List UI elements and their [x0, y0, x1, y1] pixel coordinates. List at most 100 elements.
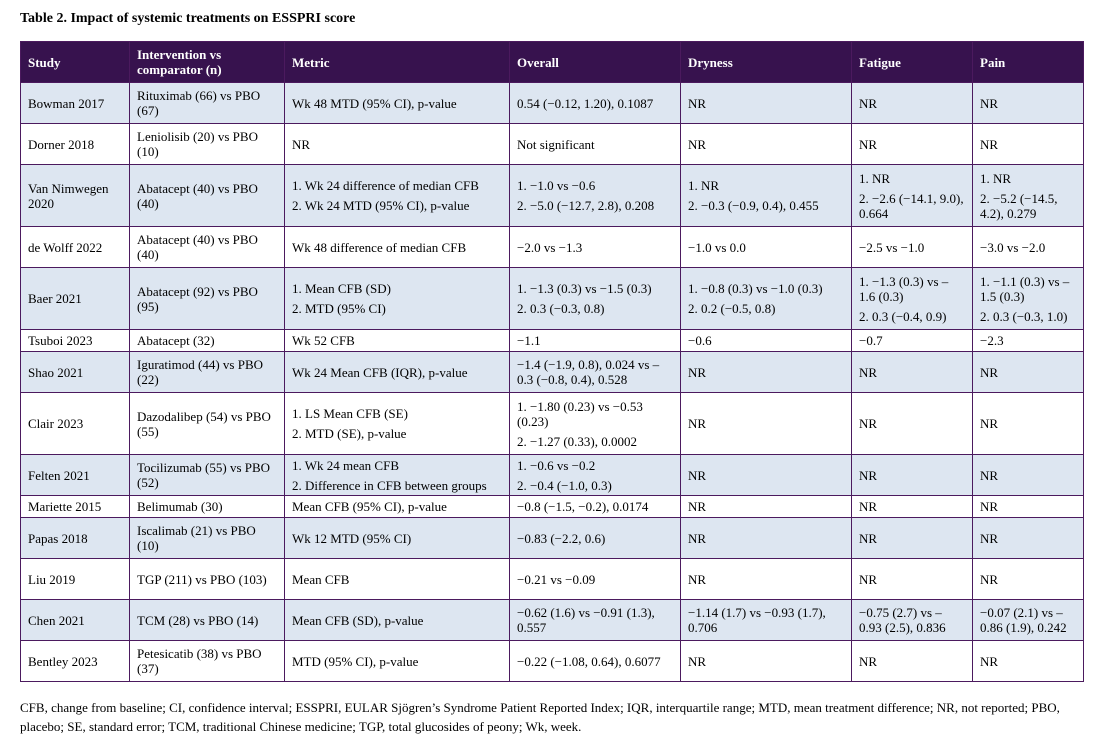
cell-line: NR: [980, 653, 999, 669]
cell-fatigue: NR: [851, 558, 973, 600]
cell-fatigue: NR: [851, 495, 973, 518]
cell-line: −3.0 vs −2.0: [980, 239, 1046, 255]
cell-fatigue: −0.7: [851, 329, 973, 352]
cell-metric: MTD (95% CI), p-value: [284, 640, 510, 682]
cell-line: 1. −1.80 (0.23) vs −0.53 (0.23): [517, 398, 643, 429]
cell-line: NR: [292, 136, 311, 152]
cell-line: 1. −1.3 (0.3) vs −1.5 (0.3): [517, 281, 652, 296]
cell-dryness: 1. NR 2. −0.3 (−0.9, 0.4), 0.455: [680, 164, 852, 227]
cell-line: −0.7: [859, 333, 883, 348]
cell-line: NR: [980, 467, 999, 483]
cell-overall: 1. −1.0 vs −0.6 2. −5.0 (−12.7, 2.8), 0.2…: [509, 164, 681, 227]
cell-fatigue: NR: [851, 454, 973, 496]
cell-line: Not significant: [517, 136, 595, 152]
cell-line: −0.62 (1.6) vs −0.91 (1.3), 0.557: [517, 605, 655, 635]
table-row: Liu 2019 TGP (211) vs PBO (103) Mean CFB −0…: [20, 558, 1084, 600]
cell-line: 1. −0.6 vs −0.2: [517, 457, 596, 473]
cell-line: −1.0 vs 0.0: [688, 239, 746, 255]
cell-intervention: Abatacept (40) vs PBO (40): [129, 164, 285, 227]
cell-dryness: NR: [680, 558, 852, 600]
table-title: Table 2. Impact of systemic treatments o…: [20, 11, 356, 26]
table-row: Van Nimwegen 2020 Abatacept (40) vs PBO (…: [20, 164, 1084, 227]
cell-line: 1. −1.1 (0.3) vs – 1.5 (0.3): [980, 273, 1070, 304]
cell-line: 2. −1.27 (0.33), 0.0002: [517, 433, 637, 449]
cell-fatigue: NR: [851, 392, 973, 455]
cell-dryness: NR: [680, 495, 852, 518]
cell-dryness: NR: [680, 640, 852, 682]
cell-overall: −0.83 (−2.2, 0.6): [509, 517, 681, 559]
header-study: Study: [20, 41, 130, 83]
cell-line: −1.14 (1.7) vs −0.93 (1.7), 0.706: [688, 605, 826, 635]
cell-pain: NR: [972, 558, 1084, 600]
table-row: Clair 2023 Dazodalibep (54) vs PBO (55) 1.…: [20, 392, 1084, 455]
cell-study: Bowman 2017: [20, 82, 130, 124]
cell-line: Rituximab (66) vs PBO (67): [137, 88, 261, 118]
cell-overall: −0.21 vs −0.09: [509, 558, 681, 600]
cell-line: NR: [980, 95, 999, 111]
cell-line: −0.83 (−2.2, 0.6): [517, 530, 606, 546]
cell-line: NR: [980, 136, 999, 152]
cell-study: Felten 2021: [20, 454, 130, 496]
cell-pain: NR: [972, 640, 1084, 682]
cell-fatigue: −2.5 vs −1.0: [851, 226, 973, 268]
cell-line: Dazodalibep (54) vs PBO (55): [137, 408, 271, 439]
cell-line: MTD (95% CI), p-value: [292, 653, 419, 669]
cell-line: NR: [859, 136, 878, 152]
cell-line: NR: [688, 416, 707, 431]
cell-line: 1. −0.8 (0.3) vs −1.0 (0.3): [688, 281, 823, 296]
cell-line: NR: [859, 499, 878, 514]
cell-line: Mean CFB (SD), p-value: [292, 612, 424, 628]
cell-line: 2. 0.3 (−0.3, 0.8): [517, 301, 605, 316]
cell-metric: Wk 12 MTD (95% CI): [284, 517, 510, 559]
cell-dryness: −0.6: [680, 329, 852, 352]
cell-line: −2.5 vs −1.0: [859, 239, 925, 255]
cell-line: −0.21 vs −0.09: [517, 571, 596, 587]
cell-line: NR: [688, 136, 707, 152]
cell-line: NR: [980, 530, 999, 546]
cell-intervention: TCM (28) vs PBO (14): [129, 599, 285, 641]
cell-line: TGP (211) vs PBO (103): [137, 571, 267, 587]
cell-line: 1. Wk 24 mean CFB: [292, 457, 400, 473]
cell-study: Liu 2019: [20, 558, 130, 600]
cell-line: NR: [859, 571, 878, 587]
cell-line: NR: [688, 95, 707, 111]
cell-line: 2. 0.3 (−0.3, 1.0): [980, 308, 1068, 324]
cell-line: 2. −0.4 (−1.0, 0.3): [517, 477, 612, 493]
cell-line: Wk 52 CFB: [292, 333, 355, 348]
cell-line: Leniolisib (20) vs PBO (10): [137, 129, 258, 159]
cell-pain: 1. −1.1 (0.3) vs – 1.5 (0.3) 2. 0.3 (−0.3…: [972, 267, 1084, 330]
cell-line: NR: [859, 416, 878, 431]
cell-fatigue: NR: [851, 82, 973, 124]
cell-overall: 1. −1.3 (0.3) vs −1.5 (0.3) 2. 0.3 (−0.3,…: [509, 267, 681, 330]
cell-intervention: Tocilizumab (55) vs PBO (52): [129, 454, 285, 496]
cell-study: Clair 2023: [20, 392, 130, 455]
cell-intervention: Belimumab (30): [129, 495, 285, 518]
cell-metric: 1. Wk 24 difference of median CFB 2. Wk 2…: [284, 164, 510, 227]
cell-intervention: TGP (211) vs PBO (103): [129, 558, 285, 600]
cell-overall: −0.62 (1.6) vs −0.91 (1.3), 0.557: [509, 599, 681, 641]
cell-line: 2. MTD (95% CI): [292, 301, 386, 316]
cell-fatigue: NR: [851, 351, 973, 393]
header-fatigue: Fatigue: [851, 41, 973, 83]
cell-metric: Wk 48 MTD (95% CI), p-value: [284, 82, 510, 124]
cell-overall: Not significant: [509, 123, 681, 165]
cell-intervention: Abatacept (40) vs PBO (40): [129, 226, 285, 268]
cell-metric: NR: [284, 123, 510, 165]
cell-dryness: NR: [680, 517, 852, 559]
esspri-table: Study Intervention vs comparator (n) Met…: [20, 41, 1084, 682]
cell-line: Wk 12 MTD (95% CI): [292, 530, 412, 546]
cell-metric: Wk 52 CFB: [284, 329, 510, 352]
cell-fatigue: NR: [851, 123, 973, 165]
cell-overall: −0.8 (−1.5, −0.2), 0.0174: [509, 495, 681, 518]
cell-pain: −3.0 vs −2.0: [972, 226, 1084, 268]
cell-line: −0.22 (−1.08, 0.64), 0.6077: [517, 653, 661, 669]
cell-overall: −2.0 vs −1.3: [509, 226, 681, 268]
cell-line: NR: [859, 364, 878, 380]
cell-line: Wk 48 difference of median CFB: [292, 239, 467, 255]
cell-pain: NR: [972, 495, 1084, 518]
cell-line: Iscalimab (21) vs PBO (10): [137, 523, 256, 553]
cell-line: 1. NR: [688, 178, 720, 193]
cell-dryness: NR: [680, 351, 852, 393]
table-row: Baer 2021 Abatacept (92) vs PBO (95) 1. Me…: [20, 267, 1084, 330]
cell-line: NR: [688, 653, 707, 669]
